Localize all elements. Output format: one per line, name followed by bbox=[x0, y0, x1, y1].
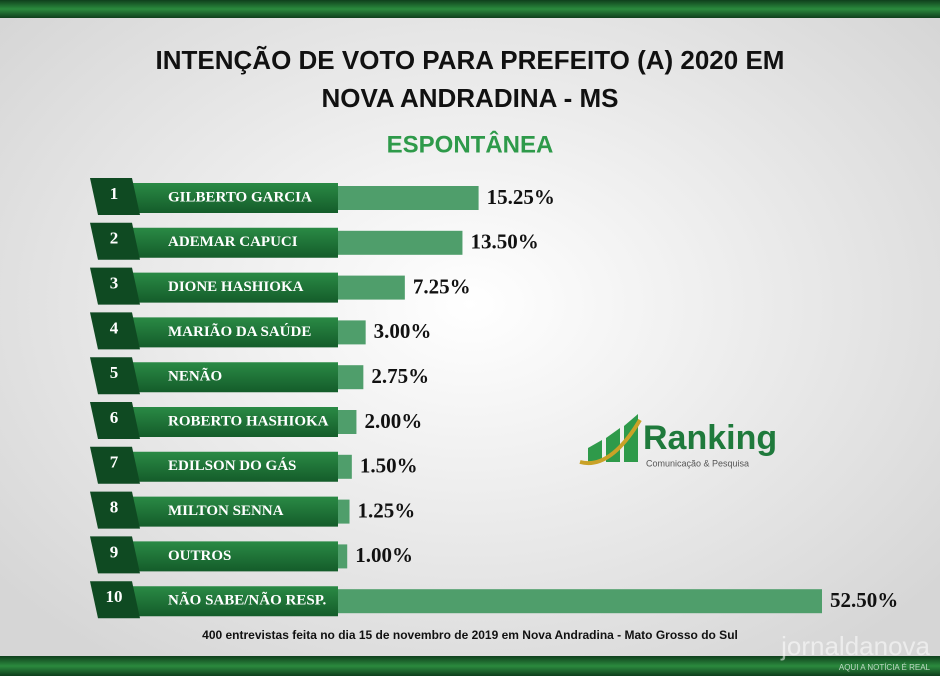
title-line: INTENÇÃO DE VOTO PARA PREFEITO (A) 2020 … bbox=[156, 45, 785, 75]
rank-tab bbox=[90, 581, 140, 619]
bar bbox=[338, 410, 357, 434]
rank-tab bbox=[90, 267, 140, 305]
bottom-strip bbox=[0, 656, 940, 676]
value-label: 3.00% bbox=[374, 319, 432, 343]
value-label: 1.00% bbox=[355, 543, 413, 567]
value-label: 2.00% bbox=[364, 409, 422, 433]
bar bbox=[338, 589, 822, 614]
label-ribbon bbox=[128, 496, 338, 527]
rank-label: 3 bbox=[110, 274, 119, 293]
value-label: 7.25% bbox=[413, 274, 471, 298]
rank-label: 7 bbox=[110, 453, 119, 472]
rank-label: 4 bbox=[110, 318, 119, 337]
bar bbox=[338, 454, 352, 479]
category-label: ADEMAR CAPUCI bbox=[168, 234, 298, 250]
rank-label: 2 bbox=[110, 229, 119, 248]
logo-tagline: Comunicação & Pesquisa bbox=[646, 458, 749, 468]
bar bbox=[338, 186, 479, 210]
category-label: ROBERTO HASHIOKA bbox=[168, 413, 329, 429]
category-label: OUTROS bbox=[168, 548, 231, 564]
logo-icon bbox=[588, 440, 602, 462]
value-label: 1.50% bbox=[360, 454, 418, 478]
rank-tab bbox=[90, 312, 140, 350]
label-ribbon bbox=[128, 317, 338, 348]
logo-swoosh bbox=[579, 418, 642, 466]
bar bbox=[338, 275, 405, 300]
bar bbox=[338, 365, 364, 390]
category-label: NÃO SABE/NÃO RESP. bbox=[168, 591, 326, 609]
label-ribbon bbox=[128, 451, 338, 482]
rank-label: 1 bbox=[110, 184, 119, 203]
value-label: 1.25% bbox=[358, 498, 416, 522]
rank-tab bbox=[90, 178, 140, 215]
label-ribbon bbox=[128, 227, 338, 258]
rank-label: 5 bbox=[110, 363, 119, 382]
label-ribbon bbox=[128, 183, 338, 213]
logo: Ranking Comunicação & Pesquisa bbox=[579, 414, 777, 468]
category-label: NENÃO bbox=[168, 367, 222, 385]
category-label: EDILSON DO GÁS bbox=[168, 457, 296, 474]
rank-tab bbox=[90, 536, 140, 574]
subtitle: ESPONTÂNEA bbox=[387, 130, 554, 158]
label-ribbon bbox=[128, 586, 338, 617]
category-label: GILBERTO GARCIA bbox=[168, 189, 312, 205]
rank-label: 8 bbox=[110, 498, 119, 517]
logo-name: Ranking bbox=[643, 419, 777, 457]
value-label: 2.75% bbox=[371, 364, 429, 388]
value-label: 15.25% bbox=[487, 185, 555, 209]
bar bbox=[338, 544, 348, 569]
value-label: 13.50% bbox=[470, 230, 538, 254]
rank-tab bbox=[90, 402, 140, 439]
watermark-tagline: AQUI A NOTÍCIA É REAL bbox=[839, 663, 931, 672]
bar bbox=[338, 230, 463, 255]
watermark: jornaldanova bbox=[780, 631, 930, 661]
rank-tab bbox=[90, 222, 140, 260]
label-ribbon bbox=[128, 541, 338, 572]
category-label: DIONE HASHIOKA bbox=[168, 279, 304, 295]
category-label: MARIÃO DA SAÚDE bbox=[168, 322, 311, 340]
footnote: 400 entrevistas feita no dia 15 de novem… bbox=[202, 628, 738, 642]
title-line: NOVA ANDRADINA - MS bbox=[321, 83, 618, 113]
label-ribbon bbox=[128, 407, 338, 437]
label-ribbon bbox=[128, 362, 338, 393]
bar bbox=[338, 499, 350, 524]
rank-tab bbox=[90, 357, 140, 395]
bar bbox=[338, 320, 366, 345]
rank-tab bbox=[90, 491, 140, 529]
top-strip bbox=[0, 0, 940, 18]
rank-label: 6 bbox=[110, 408, 119, 427]
category-label: MILTON SENNA bbox=[168, 503, 284, 519]
rank-label: 10 bbox=[106, 587, 123, 606]
label-ribbon bbox=[128, 272, 338, 303]
value-label: 52.50% bbox=[830, 588, 898, 612]
rank-tab bbox=[90, 446, 140, 484]
rank-label: 9 bbox=[110, 542, 119, 561]
